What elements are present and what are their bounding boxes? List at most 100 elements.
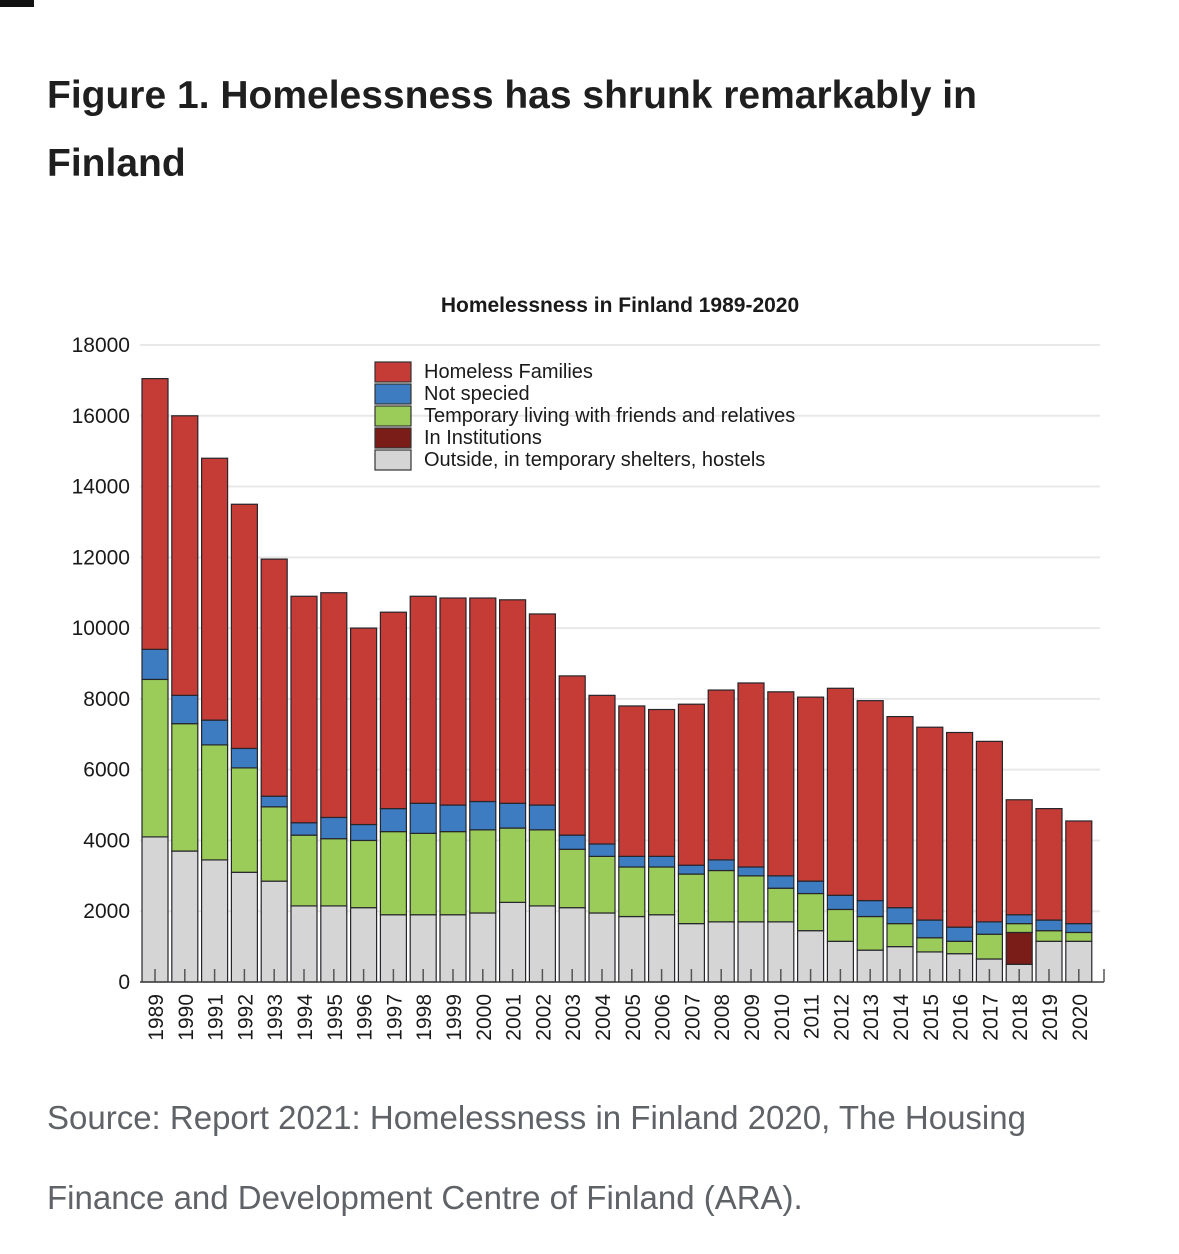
source-attribution: Source: Report 2021: Homelessness in Fin…: [47, 1099, 1026, 1216]
bar-segment: [260, 558, 288, 797]
page-top-artifact: [0, 0, 34, 7]
bar-segment: [201, 744, 229, 861]
legend-swatch: [374, 449, 412, 471]
x-tick-label: 2002: [532, 994, 555, 1041]
legend-label: Outside, in temporary shelters, hostels: [424, 449, 765, 471]
bar-segment: [618, 705, 646, 857]
bar-segment: [1035, 930, 1063, 942]
bar-segment: [469, 597, 497, 803]
x-tick-label: 2017: [979, 994, 1002, 1041]
x-tick-label: 2012: [830, 994, 853, 1041]
y-tick-label: 2000: [83, 900, 130, 923]
x-tick-label: 2003: [562, 994, 585, 1041]
bar-segment: [201, 457, 229, 721]
bar-segment: [230, 767, 258, 873]
legend-swatch: [374, 361, 412, 383]
y-tick-label: 18000: [72, 334, 130, 357]
bar-segment: [826, 687, 855, 896]
bar-segment: [379, 830, 407, 916]
y-tick-label: 8000: [83, 688, 130, 711]
bar-segment: [737, 682, 765, 868]
bar-segment: [320, 816, 348, 840]
bar-segment: [916, 726, 944, 921]
bar-segment: [767, 887, 795, 923]
bar-segment: [320, 838, 348, 907]
x-tick-label: 2005: [622, 994, 645, 1041]
bar-segment: [767, 691, 795, 877]
bar-segment: [707, 869, 735, 923]
x-tick-label: 1993: [264, 994, 287, 1041]
x-tick-label: 1994: [294, 994, 317, 1041]
bar-segment: [618, 855, 646, 868]
bar-segment: [499, 802, 527, 829]
bar-segment: [379, 611, 407, 810]
y-tick-label: 10000: [72, 617, 130, 640]
figure-caption-title: Figure 1. Homelessness has shrunk remark…: [47, 74, 977, 185]
bar-segment: [856, 915, 884, 951]
bar-segment: [379, 807, 407, 833]
x-tick-label: 1990: [175, 994, 198, 1041]
x-tick-label: 2009: [741, 994, 764, 1041]
y-tick-label: 4000: [83, 829, 130, 852]
bar-segment: [737, 875, 765, 923]
homelessness-chart: Homelessness in Finland 1989-2020 0 2000 4…: [0, 262, 1179, 1072]
legend-label: Not specied: [424, 383, 530, 405]
x-tick-label: 2001: [503, 994, 526, 1041]
bar-segment: [260, 880, 288, 983]
bar-segment: [677, 873, 706, 925]
x-tick-label: 2013: [860, 994, 883, 1041]
bar-segment: [499, 599, 527, 804]
x-tick-label: 1992: [234, 994, 257, 1041]
legend-swatch: [374, 383, 412, 405]
bar-segment: [409, 595, 437, 804]
bar-segment: [1035, 807, 1063, 921]
bars-layer: [141, 378, 1093, 983]
legend-label: In Institutions: [424, 427, 542, 449]
x-tick-label: 2011: [801, 994, 824, 1039]
bar-segment: [916, 919, 944, 939]
bar-segment: [588, 694, 616, 845]
bar-segment: [975, 921, 1004, 935]
bar-segment: [886, 907, 914, 925]
bar-segment: [1005, 923, 1033, 934]
bar-segment: [945, 926, 974, 942]
bar-segment: [975, 933, 1004, 960]
legend-swatch: [374, 405, 412, 427]
bar-segment: [647, 708, 676, 857]
bar-segment: [141, 678, 169, 838]
bar-segment: [260, 795, 288, 808]
x-tick-label: 2008: [711, 994, 734, 1041]
x-tick-label: 1995: [324, 994, 347, 1041]
x-tick-label: 2014: [890, 994, 913, 1041]
bar-segment: [588, 855, 616, 914]
bar-segment: [856, 900, 884, 918]
bar-segment: [945, 940, 974, 955]
legend-label: Homeless Families: [424, 361, 593, 383]
bar-segment: [469, 829, 497, 914]
bar-segment: [1065, 923, 1093, 934]
bar-segment: [350, 823, 378, 842]
bar-segment: [201, 859, 229, 983]
x-tick-label: 2004: [592, 994, 615, 1041]
bar-segment: [290, 834, 318, 907]
x-tick-label: 2020: [1069, 994, 1092, 1041]
bar-segment: [975, 740, 1004, 923]
bar-segment: [945, 731, 974, 928]
x-tick-label: 2006: [652, 994, 675, 1041]
bar-segment: [469, 800, 497, 831]
x-tick-label: 2000: [473, 994, 496, 1041]
bar-segment: [290, 822, 318, 836]
bar-segment: [141, 836, 169, 983]
y-tick-label: 6000: [83, 759, 130, 782]
bar-segment: [558, 834, 586, 850]
legend-swatch: [374, 427, 412, 449]
bar-segment: [826, 908, 855, 942]
bar-segment: [528, 804, 557, 831]
bar-segment: [1065, 931, 1093, 942]
bar-segment: [767, 875, 795, 889]
bar-segment: [647, 866, 676, 916]
chart-title: Homelessness in Finland 1989-2020: [441, 294, 799, 317]
x-tick-label: 2016: [950, 994, 973, 1041]
